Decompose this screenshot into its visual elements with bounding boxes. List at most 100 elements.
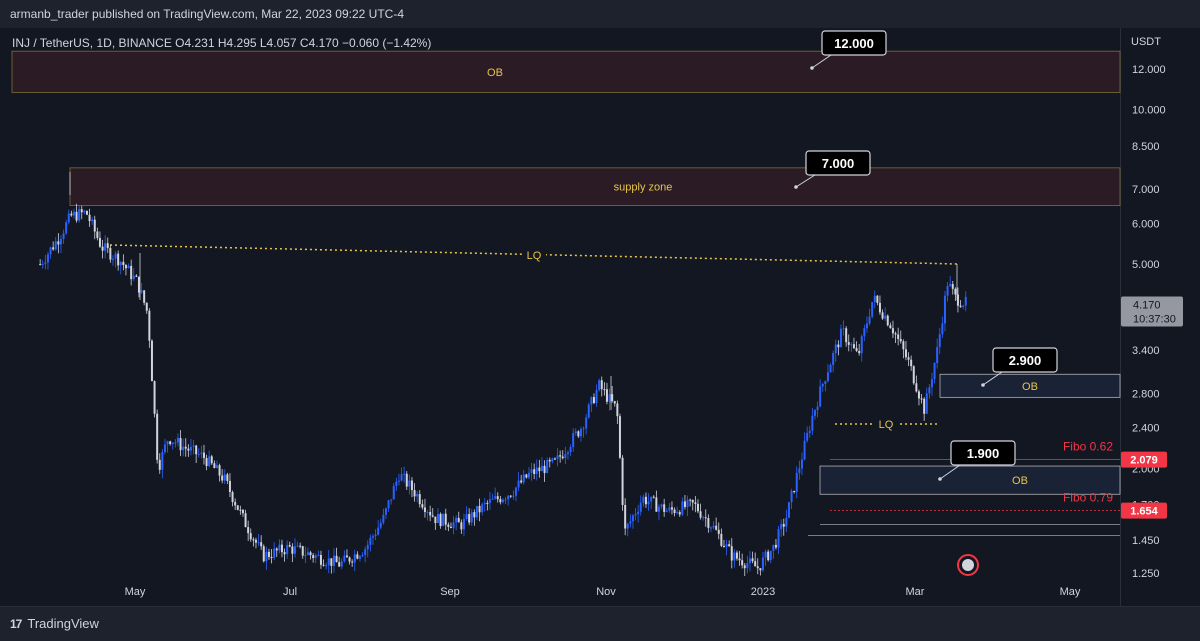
candle-body <box>236 505 239 510</box>
candle-body <box>930 379 933 388</box>
candle-body <box>57 241 60 245</box>
candle-body <box>915 383 918 392</box>
candle-body <box>208 456 211 467</box>
candle-body <box>283 552 286 555</box>
candle-body <box>481 504 484 513</box>
zone-label-ob-top: OB <box>487 67 503 79</box>
candle-body <box>774 544 777 548</box>
candle-body <box>855 348 858 351</box>
candle-body <box>598 380 601 391</box>
candle-body <box>262 546 265 562</box>
candle-body <box>234 502 237 506</box>
candle-body <box>730 546 733 561</box>
candle-body <box>881 312 884 319</box>
candle-body <box>803 440 806 460</box>
candle-body <box>153 381 156 414</box>
candle-body <box>356 554 359 559</box>
candle-body <box>267 551 270 558</box>
candle-body <box>447 524 450 527</box>
candle-body <box>486 502 489 504</box>
candle-body <box>306 552 309 556</box>
candle-body <box>405 473 408 487</box>
candle-body <box>707 518 710 528</box>
candle-body <box>553 458 556 460</box>
candle-body <box>210 456 213 464</box>
candle-body <box>579 429 582 437</box>
candle-body <box>917 391 920 399</box>
candle-body <box>379 522 382 528</box>
candle-body <box>793 490 796 492</box>
candle-body <box>819 386 822 407</box>
candle-body <box>104 243 107 251</box>
candle-body <box>369 537 372 545</box>
candle-body <box>756 566 759 569</box>
zone-label-ob-lower: OB <box>1012 475 1028 487</box>
candle-body <box>728 544 731 547</box>
lq-label-bg <box>874 417 898 431</box>
candle-body <box>494 496 497 499</box>
candle-body <box>455 517 458 523</box>
candle-body <box>884 315 887 319</box>
candle-body <box>325 565 328 567</box>
candle-body <box>80 209 83 213</box>
candle-body <box>527 472 530 478</box>
candle-body <box>390 499 393 501</box>
candle-body <box>213 463 216 469</box>
candle-body <box>590 397 593 405</box>
candle-body <box>834 344 837 354</box>
candle-body <box>936 347 939 364</box>
lq-label-bg <box>522 247 546 261</box>
candle-body <box>946 286 949 296</box>
x-tick-label: Sep <box>440 586 460 598</box>
candle-body <box>156 413 159 460</box>
candle-body <box>197 453 200 455</box>
candle-body <box>806 432 809 441</box>
candle-body <box>824 381 827 384</box>
candle-body <box>689 499 692 501</box>
candle-body <box>179 437 182 451</box>
candle-body <box>83 211 86 213</box>
candle-body <box>44 262 47 264</box>
candle-body <box>163 444 166 453</box>
price-axis-separator <box>1120 28 1121 606</box>
candle-body <box>517 480 520 488</box>
candle-body <box>673 509 676 514</box>
candle-body <box>585 417 588 429</box>
candle-body <box>595 390 598 404</box>
candle-body <box>278 544 281 551</box>
candle-body <box>826 372 829 382</box>
footer-bar: 17 TradingView <box>0 606 1200 641</box>
tradingview-logo[interactable]: 17 TradingView <box>10 616 99 631</box>
y-tick-label: 1.450 <box>1132 535 1160 547</box>
y-tick-label: 12.000 <box>1132 64 1166 76</box>
candle-body <box>205 458 208 467</box>
candle-body <box>59 238 62 245</box>
last-price-tag <box>1121 296 1183 327</box>
candle-body <box>426 511 429 513</box>
candle-body <box>782 523 785 527</box>
currency-label: USDT <box>1131 36 1161 48</box>
symbol-info-legend[interactable]: INJ / TetherUS, 1D, BINANCE O4.231 H4.29… <box>12 36 432 50</box>
candle-body <box>400 474 403 481</box>
callout-1-9-text: 1.900 <box>967 446 1000 461</box>
candle-body <box>813 410 816 416</box>
candle-body <box>520 480 523 483</box>
candle-body <box>158 459 161 470</box>
candle-body <box>252 539 255 541</box>
zone-label-ob-middle: OB <box>1022 381 1038 393</box>
candle-body <box>249 533 252 540</box>
candle-body <box>514 487 517 496</box>
candle-body <box>421 504 424 508</box>
candle-body <box>650 496 653 502</box>
fibo-label: Fibo 0.79 <box>1063 491 1113 505</box>
candle-body <box>561 456 564 459</box>
callout-7-text: 7.000 <box>822 156 855 171</box>
x-tick-label: May <box>125 586 146 598</box>
candle-body <box>777 529 780 548</box>
x-tick-label: Jul <box>283 586 297 598</box>
candle-body <box>676 512 679 514</box>
candle-body <box>452 522 455 528</box>
x-tick-label: Nov <box>596 586 616 598</box>
y-tick-label: 3.400 <box>1132 345 1160 357</box>
